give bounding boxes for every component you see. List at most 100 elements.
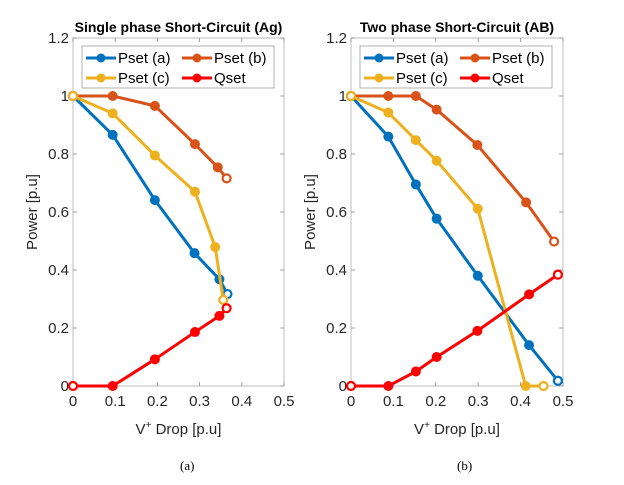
y-tick-label: 0.8: [326, 146, 347, 163]
x-tick-label: 0.5: [553, 393, 574, 410]
data-point-pset-c: [410, 135, 421, 146]
legend-box: [359, 45, 553, 89]
x-tick-label: 0.2: [425, 393, 446, 410]
y-tick-label: 0.4: [326, 262, 347, 279]
data-point-pset-c: [218, 294, 229, 305]
y-tick-label: 0.6: [48, 204, 69, 221]
x-tick-label: 0.3: [468, 393, 489, 410]
x-tick-label: 0.3: [189, 393, 210, 410]
caption-b: (b): [457, 458, 473, 473]
x-tick-label: 0.5: [274, 393, 295, 410]
y-axis-label: Power [p.u]: [302, 174, 319, 250]
legend-label-qset: Qset: [214, 70, 247, 87]
y-axis-label: Power [p.u]: [24, 174, 41, 250]
data-point-pset-b: [212, 162, 223, 173]
y-tick-label: 1.2: [326, 30, 347, 47]
y-tick-label: 0.4: [48, 262, 69, 279]
data-point-pset-c: [431, 155, 442, 166]
y-tick-label: 1: [61, 88, 69, 105]
y-tick-label: 0: [339, 378, 347, 395]
y-tick-label: 0.6: [326, 204, 347, 221]
data-point-pset-b: [221, 173, 232, 184]
data-point-pset-a: [431, 213, 442, 224]
data-point-pset-c: [345, 90, 357, 102]
legend-label-pset-a: Pset (a): [118, 50, 171, 67]
data-point-qset: [552, 269, 564, 280]
data-point-qset: [410, 366, 421, 377]
y-tick-label: 1: [339, 88, 347, 105]
data-point-qset: [524, 289, 535, 300]
data-point-pset-b: [107, 91, 118, 101]
x-tick-label: 0.2: [147, 393, 168, 410]
legend-label-pset-b: Pset (b): [214, 50, 267, 67]
data-point-qset: [67, 380, 79, 392]
caption-a: (a): [180, 458, 195, 473]
data-point-qset: [345, 380, 357, 392]
data-point-qset: [149, 354, 160, 365]
data-point-pset-a: [472, 270, 483, 281]
data-point-pset-a: [524, 340, 535, 351]
chart-title: Single phase Short-Circuit (Ag): [75, 19, 283, 35]
chart-a: 0 0.1 0.2 0.3 0.4 0.5 0 0.2 0.4 0.6 0.8 1 1.2 Single …: [24, 19, 294, 438]
data-point-pset-b: [410, 91, 421, 101]
legend-marker-pset-a: [374, 53, 384, 63]
x-tick-label: 0: [69, 393, 77, 410]
data-point-pset-c: [472, 203, 483, 214]
legend-label-qset: Qset: [492, 70, 525, 87]
data-point-pset-a: [149, 195, 160, 206]
x-tick-label: 0: [347, 393, 355, 410]
x-tick-label: 0.1: [383, 393, 404, 410]
legend-marker-qset: [192, 73, 202, 83]
data-point-pset-c: [149, 150, 160, 161]
chart-b: 0 0.1 0.2 0.3 0.4 0.5 0 0.2 0.4 0.6 0.8 1 1.2 Two pha…: [302, 19, 573, 438]
x-tick-label: 0.4: [231, 393, 252, 410]
legend-label-pset-c: Pset (c): [396, 70, 448, 87]
legend-marker-qset: [470, 73, 480, 83]
legend-marker-pset-c: [96, 73, 106, 83]
x-tick-label: 0.1: [105, 393, 126, 410]
data-point-qset: [214, 310, 225, 321]
data-point-pset-b: [383, 91, 394, 101]
data-point-pset-b: [189, 139, 200, 150]
data-point-pset-a: [552, 375, 564, 386]
legend-marker-pset-b: [192, 53, 202, 63]
data-point-pset-c: [383, 107, 394, 118]
data-point-qset: [383, 381, 394, 391]
data-point-qset: [472, 325, 483, 336]
y-tick-label: 1.2: [48, 30, 69, 47]
legend-marker-pset-c: [374, 73, 384, 83]
data-point-pset-a: [107, 129, 118, 140]
x-tick-label: 0.4: [510, 393, 531, 410]
data-point-pset-b: [521, 197, 532, 208]
x-axis-label: V+ Drop [p.u]: [414, 420, 500, 438]
data-point-pset-b: [472, 140, 483, 151]
x-axis-label: V+ Drop [p.u]: [136, 420, 222, 438]
data-point-pset-b: [149, 100, 160, 111]
data-point-pset-a: [189, 248, 200, 259]
y-tick-label: 0: [61, 378, 69, 395]
legend-marker-pset-a: [96, 53, 106, 63]
data-point-qset: [107, 381, 118, 391]
data-point-pset-c: [538, 380, 549, 392]
data-point-pset-b: [431, 104, 442, 115]
data-point-pset-c: [520, 381, 531, 391]
plot-area: [72, 37, 285, 387]
legend-label-pset-c: Pset (c): [118, 70, 170, 87]
series-line-pset-c: [72, 94, 225, 301]
legend-box: [81, 45, 275, 89]
legend-label-pset-a: Pset (a): [396, 50, 449, 67]
legend-marker-pset-b: [470, 53, 480, 63]
chart-title: Two phase Short-Circuit (AB): [360, 19, 554, 35]
data-point-pset-a: [410, 179, 421, 190]
data-point-pset-c: [107, 108, 118, 119]
data-point-pset-c: [67, 90, 79, 102]
data-point-pset-a: [383, 131, 394, 142]
y-tick-label: 0.8: [48, 146, 69, 163]
y-tick-label: 0.2: [48, 320, 69, 337]
data-point-pset-c: [210, 242, 221, 253]
legend-label-pset-b: Pset (b): [492, 50, 545, 67]
data-point-qset: [221, 303, 232, 314]
y-tick-label: 0.2: [326, 320, 347, 337]
data-point-pset-b: [548, 236, 560, 247]
